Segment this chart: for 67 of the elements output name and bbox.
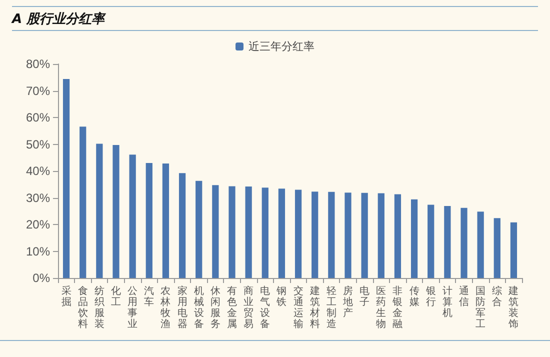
x-tick-label: 计算机 (442, 285, 452, 319)
bar (460, 208, 468, 278)
x-tick-label: 商业贸易 (244, 285, 254, 330)
bar (344, 192, 352, 278)
chart-title: A 股行业分红率 (12, 10, 105, 28)
x-tick-label: 机械设备 (194, 285, 204, 330)
x-tick-label: 休闲服务 (210, 286, 220, 330)
x-tick-label: 综合 (492, 285, 502, 308)
bar (312, 192, 318, 278)
bar (80, 126, 86, 278)
bar (444, 206, 451, 278)
x-tick-label: 交通运输 (293, 285, 304, 330)
y-tick-label: 40% (26, 164, 50, 178)
x-tick-label: 有色金属 (227, 285, 237, 330)
bar (494, 218, 500, 278)
y-tick-label: 0% (32, 271, 50, 285)
bar (410, 199, 418, 278)
bar (394, 194, 402, 278)
y-tick-label: 80% (26, 57, 50, 71)
x-tick-label: 电子 (360, 285, 370, 308)
y-tick-label: 70% (26, 84, 50, 98)
bar (96, 144, 103, 278)
x-tick-label: 医药生物 (376, 286, 386, 330)
bar (278, 188, 286, 278)
x-tick-label: 银行 (424, 286, 436, 308)
bar (262, 188, 268, 278)
bar (62, 78, 70, 278)
x-tick-label: 化工 (111, 285, 121, 308)
bar (510, 222, 518, 278)
bar (228, 186, 236, 278)
bar (477, 212, 484, 278)
bar (361, 192, 368, 278)
y-tick-label: 20% (26, 218, 50, 232)
bar (146, 162, 152, 278)
x-tick-label: 轻工制造 (326, 285, 336, 330)
legend-label: 近三年分红率 (248, 40, 314, 53)
y-tick-label: 30% (26, 190, 50, 205)
y-tick-label: 60% (26, 110, 50, 124)
bar (328, 192, 335, 278)
x-tick-label: 建筑材料 (308, 285, 320, 330)
bar (428, 204, 434, 278)
bar (112, 145, 120, 278)
y-tick-label: 50% (26, 137, 50, 152)
bar (129, 154, 136, 278)
x-tick-label: 电气设备 (260, 285, 270, 330)
bar (196, 180, 202, 278)
bar (245, 186, 252, 278)
x-tick-label: 通信 (459, 285, 469, 308)
bar (212, 185, 219, 278)
x-tick-label: 房地产 (342, 285, 353, 319)
bar (294, 190, 302, 278)
x-tick-label: 建筑装饰 (508, 285, 519, 330)
bar (378, 193, 384, 278)
x-tick-label: 传媒 (409, 286, 420, 308)
x-tick-label: 食品饮料 (76, 285, 88, 330)
x-tick-label: 公用事业 (128, 285, 138, 330)
x-tick-label: 家用电器 (177, 285, 188, 330)
bar (162, 164, 170, 278)
x-tick-label: 钢铁 (276, 286, 287, 308)
x-tick-label: 国防军工 (476, 286, 486, 330)
bar (178, 173, 186, 278)
x-tick-label: 农林牧渔 (160, 286, 171, 330)
y-tick-label: 10% (26, 244, 50, 258)
x-tick-label: 纺织服装 (94, 285, 104, 330)
x-tick-label: 非银金融 (392, 285, 403, 330)
x-tick-label: 汽车 (144, 285, 154, 308)
x-tick-label: 采掘 (61, 285, 72, 308)
